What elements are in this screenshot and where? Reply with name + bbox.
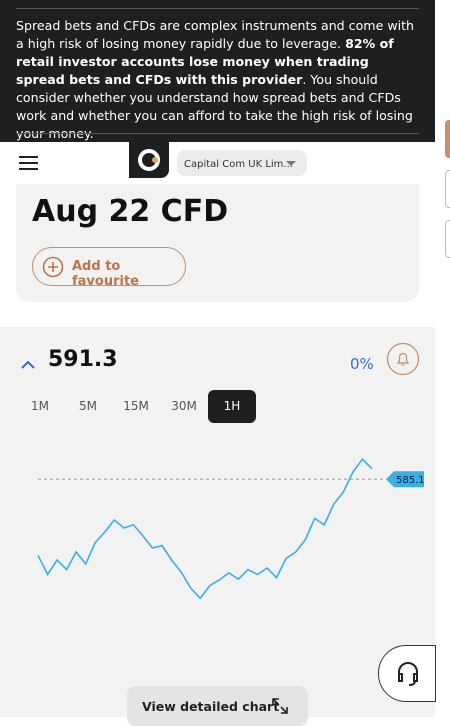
timeframe-button[interactable]: 1H: [208, 390, 256, 423]
divider: [16, 8, 419, 9]
side-button[interactable]: [445, 120, 450, 158]
warning-bold: 82% of retail investor accounts lose mon…: [16, 36, 394, 87]
reference-tag: [386, 471, 424, 488]
price-chart: 585.1: [37, 457, 425, 600]
account-select[interactable]: [177, 150, 307, 176]
timeframe-button[interactable]: 15M: [123, 399, 149, 413]
change: 0%: [350, 355, 374, 373]
timeframe-button[interactable]: 5M: [79, 399, 97, 413]
caret[interactable]: [20, 358, 40, 372]
warning-text: Spread bets and CFDs are complex instrum…: [16, 18, 415, 51]
divider: [16, 133, 419, 134]
expand-icon: [272, 698, 288, 714]
side-strip: [435, 0, 450, 717]
support-button[interactable]: [378, 645, 436, 702]
alert-button[interactable]: [386, 342, 420, 376]
plus-icon: [42, 256, 64, 278]
instrument-title: Aug 22 CFD: [32, 194, 229, 229]
logo[interactable]: [129, 142, 169, 178]
account-name: Capital Com UK Lim...: [184, 159, 293, 170]
favourite-label: Add to favourite: [72, 259, 139, 289]
detail-button[interactable]: View detailed chart: [127, 686, 308, 726]
detail-label: View detailed chart: [142, 699, 280, 714]
timeframe-button[interactable]: 1M: [31, 399, 49, 413]
favourite-button[interactable]: Add to favourite: [32, 247, 186, 289]
side-button[interactable]: [445, 220, 450, 258]
price-line: [37, 457, 373, 600]
menu-icon[interactable]: [19, 156, 38, 170]
timeframe-button[interactable]: 30M: [171, 399, 197, 413]
instrument-card: Aug 22 CFD Add to favourite: [16, 184, 419, 302]
price: 591.3: [48, 347, 118, 372]
risk-warning: Spread bets and CFDs are complex instrum…: [0, 0, 435, 142]
reference-label: 585.1: [396, 475, 425, 486]
header-icons: [19, 142, 307, 178]
side-button[interactable]: [445, 170, 450, 208]
quote-section: 591.3 0% 1M 5M 15M 30M 1H: [0, 327, 435, 717]
headset-icon: [398, 662, 418, 686]
header: Capital Com UK Lim...: [0, 142, 435, 184]
